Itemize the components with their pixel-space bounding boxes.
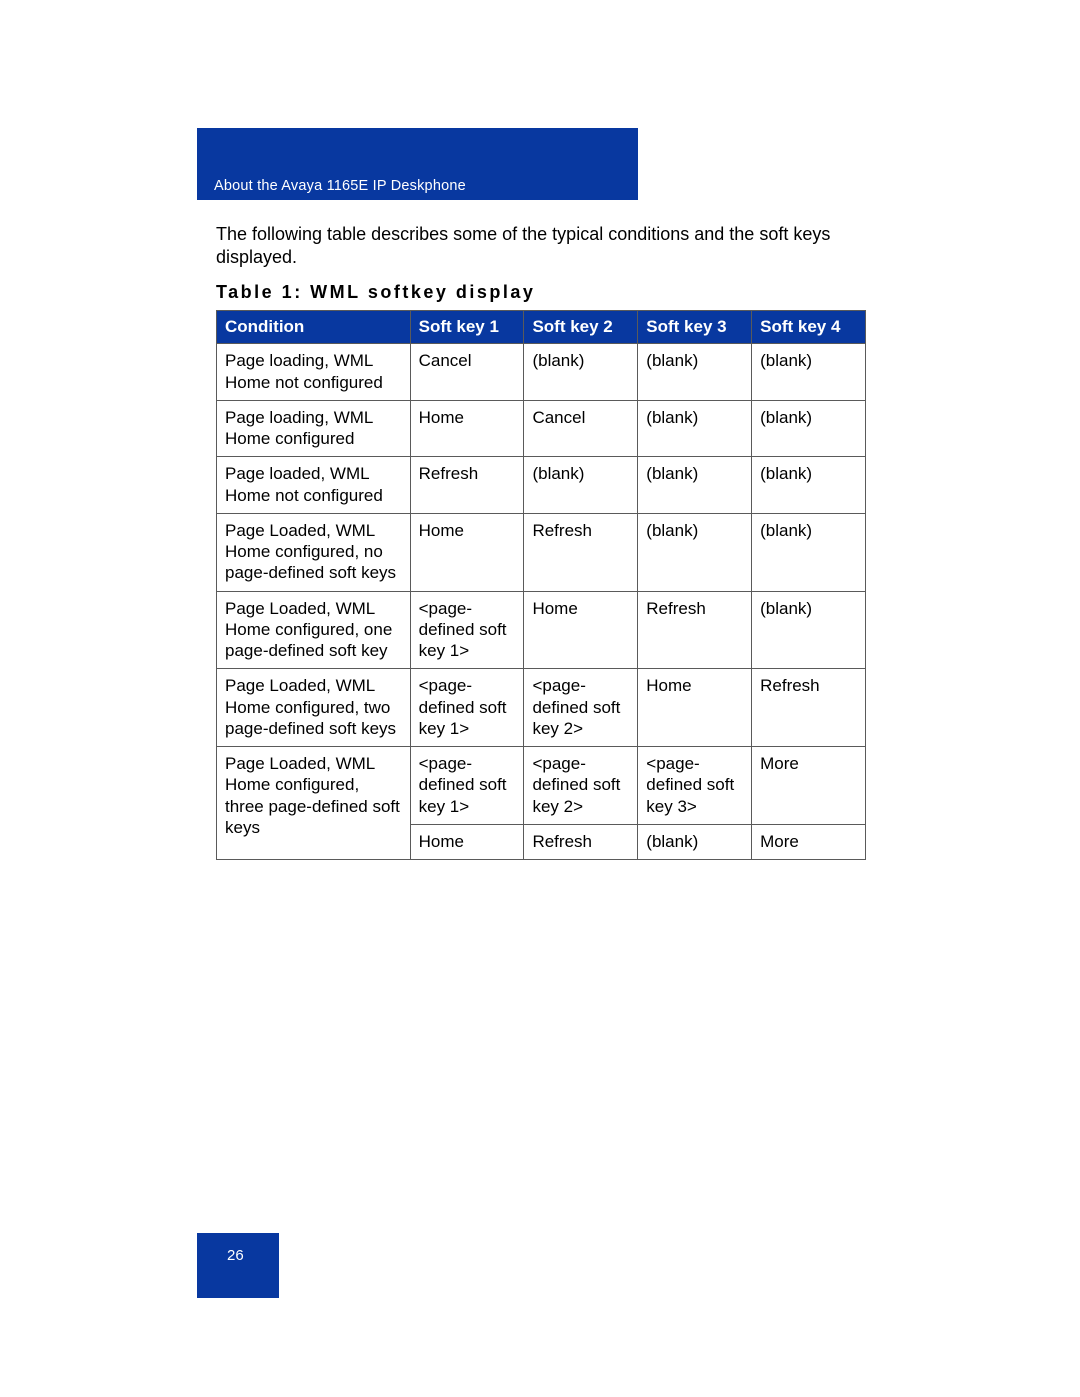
table-row: Page Loaded, WML Home configured, two pa… — [217, 669, 866, 747]
cell-condition: Page Loaded, WML Home configured, two pa… — [217, 669, 411, 747]
table-caption: Table 1: WML softkey display — [216, 282, 535, 303]
cell-sk3: Refresh — [638, 591, 752, 669]
cell-sk1: Home — [410, 400, 524, 457]
col-header-softkey4: Soft key 4 — [752, 311, 866, 344]
cell-sk1: Cancel — [410, 344, 524, 401]
col-header-condition: Condition — [217, 311, 411, 344]
cell-sk2: Refresh — [524, 824, 638, 859]
cell-sk2: (blank) — [524, 457, 638, 514]
cell-condition: Page Loaded, WML Home configured, one pa… — [217, 591, 411, 669]
cell-sk2: <page-defined soft key 2> — [524, 669, 638, 747]
cell-sk2: <page-defined soft key 2> — [524, 747, 638, 825]
cell-sk3: (blank) — [638, 400, 752, 457]
table-row: Page loading, WML Home not configured Ca… — [217, 344, 866, 401]
cell-sk4: Refresh — [752, 669, 866, 747]
cell-sk1: Home — [410, 513, 524, 591]
cell-sk4: (blank) — [752, 513, 866, 591]
page-number-box — [197, 1233, 279, 1298]
table-row: Page Loaded, WML Home configured, three … — [217, 747, 866, 825]
cell-sk1: <page-defined soft key 1> — [410, 747, 524, 825]
col-header-softkey3: Soft key 3 — [638, 311, 752, 344]
table-row: Page Loaded, WML Home configured, one pa… — [217, 591, 866, 669]
table-header-row: Condition Soft key 1 Soft key 2 Soft key… — [217, 311, 866, 344]
cell-sk2: Home — [524, 591, 638, 669]
cell-sk3: (blank) — [638, 824, 752, 859]
cell-sk1: <page-defined soft key 1> — [410, 591, 524, 669]
document-page: About the Avaya 1165E IP Deskphone The f… — [0, 0, 1080, 1397]
table-row: Page loading, WML Home configured Home C… — [217, 400, 866, 457]
cell-sk4: More — [752, 824, 866, 859]
intro-paragraph: The following table describes some of th… — [216, 223, 861, 268]
cell-condition: Page loading, WML Home configured — [217, 400, 411, 457]
cell-sk4: (blank) — [752, 591, 866, 669]
wml-softkey-table: Condition Soft key 1 Soft key 2 Soft key… — [216, 310, 866, 860]
col-header-softkey1: Soft key 1 — [410, 311, 524, 344]
cell-sk3: (blank) — [638, 457, 752, 514]
cell-sk1: Refresh — [410, 457, 524, 514]
page-number: 26 — [227, 1247, 244, 1264]
cell-sk2: Refresh — [524, 513, 638, 591]
cell-sk3: (blank) — [638, 513, 752, 591]
cell-condition: Page loaded, WML Home not configured — [217, 457, 411, 514]
cell-sk1: Home — [410, 824, 524, 859]
cell-sk1: <page-defined soft key 1> — [410, 669, 524, 747]
col-header-softkey2: Soft key 2 — [524, 311, 638, 344]
cell-sk3: Home — [638, 669, 752, 747]
table-row: Page loaded, WML Home not configured Ref… — [217, 457, 866, 514]
cell-sk4: (blank) — [752, 400, 866, 457]
breadcrumb: About the Avaya 1165E IP Deskphone — [214, 178, 466, 194]
cell-condition: Page loading, WML Home not configured — [217, 344, 411, 401]
cell-condition: Page Loaded, WML Home configured, no pag… — [217, 513, 411, 591]
table-row: Page Loaded, WML Home configured, no pag… — [217, 513, 866, 591]
cell-condition: Page Loaded, WML Home configured, three … — [217, 747, 411, 860]
cell-sk4: (blank) — [752, 344, 866, 401]
cell-sk3: (blank) — [638, 344, 752, 401]
cell-sk3: <page-defined soft key 3> — [638, 747, 752, 825]
cell-sk2: (blank) — [524, 344, 638, 401]
cell-sk4: More — [752, 747, 866, 825]
cell-sk2: Cancel — [524, 400, 638, 457]
cell-sk4: (blank) — [752, 457, 866, 514]
